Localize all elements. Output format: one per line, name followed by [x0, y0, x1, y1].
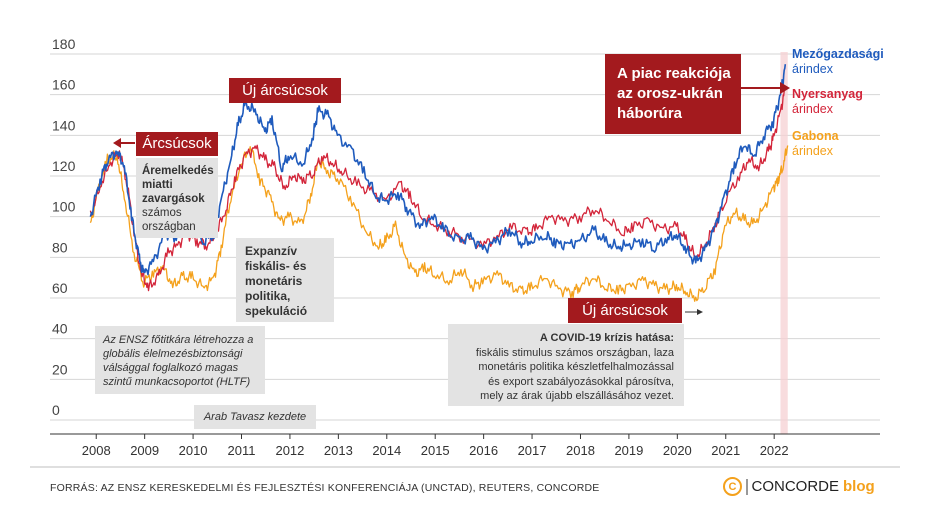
expansive-line: Expanzív	[245, 244, 298, 258]
y-tick-label-180: 180	[52, 36, 76, 52]
y-tick-label-100: 100	[52, 199, 76, 215]
source-note: FORRÁS: AZ ENSZ KERESKEDELMI ÉS FEJLESZT…	[50, 482, 600, 494]
market-reaction-line: háborúra	[617, 105, 683, 122]
legend-agri-title: Mezőgazdasági	[792, 47, 884, 61]
annotation-price-spikes: Árcsúcsok	[136, 132, 218, 156]
un-line: válsággal foglalkozó magas	[103, 362, 239, 374]
highlight-band-2022	[780, 52, 788, 434]
annotation-un-hltf: Az ENSZ főtitkára létrehozza a globális …	[95, 326, 265, 394]
riots-line: zavargások	[142, 193, 205, 205]
annotation-arab-spring: Arab Tavasz kezdete	[194, 405, 316, 429]
covid-line: és export szabályozásokkal párosítva,	[488, 375, 674, 388]
annotation-market-reaction: A piac reakciója az orosz-ukrán háborúra	[605, 54, 741, 134]
legend-grain-sub: árindex	[792, 144, 834, 158]
x-tick-label-2020: 2020	[663, 443, 692, 458]
x-tick-label-2012: 2012	[275, 443, 304, 458]
y-axis-ticks: 0 20 40 60 80 100 120 140 160 180	[52, 36, 76, 418]
concorde-logo: C CONCORDE blog	[723, 477, 875, 496]
riots-line: miatti	[142, 179, 173, 191]
y-tick-label-160: 160	[52, 77, 76, 93]
y-tick-label-0: 0	[52, 402, 60, 418]
logo-suffix: blog	[843, 478, 875, 495]
y-tick-label-20: 20	[52, 361, 68, 377]
riots-line: Áremelkedés	[142, 165, 214, 177]
annotation-riots: Áremelkedés miatti zavargások számos ors…	[136, 158, 218, 238]
market-reaction-line: az orosz-ukrán	[617, 85, 723, 102]
x-tick-label-2013: 2013	[324, 443, 353, 458]
legend-agri-sub: árindex	[792, 62, 834, 76]
covid-line: monetáris politika készletfelhalmozással	[478, 361, 674, 373]
legend-raw-sub: árindex	[792, 102, 834, 116]
x-tick-label-2017: 2017	[518, 443, 547, 458]
expansive-line: monetáris	[245, 274, 303, 288]
covid-title: A COVID-19 krízis hatása:	[539, 332, 674, 344]
x-tick-label-2008: 2008	[82, 443, 111, 458]
y-tick-label-40: 40	[52, 321, 68, 337]
riots-line: országban	[142, 221, 196, 233]
annotation-covid: A COVID-19 krízis hatása: fiskális stimu…	[448, 324, 684, 406]
legend-grain-title: Gabona	[792, 129, 840, 143]
covid-line: fiskális stimulus számos országban, laza	[475, 346, 674, 359]
annotation-new-spikes-2011: Új árcsúcsok	[229, 78, 341, 103]
x-tick-label-2015: 2015	[421, 443, 450, 458]
riots-line: számos	[142, 207, 182, 219]
market-reaction-line: A piac reakciója	[617, 65, 731, 82]
expansive-line: fiskális- és	[245, 259, 307, 273]
x-tick-label-2014: 2014	[372, 443, 401, 458]
series-line-grain	[89, 145, 789, 302]
y-tick-label-120: 120	[52, 158, 76, 174]
arrow-market-reaction	[741, 82, 790, 94]
logo-brand: CONCORDE	[751, 478, 840, 495]
x-tick-label-2009: 2009	[130, 443, 159, 458]
covid-line: mely az árak újabb elszállásához vezet.	[480, 390, 674, 402]
y-tick-label-80: 80	[52, 239, 68, 255]
y-tick-label-60: 60	[52, 280, 68, 296]
x-tick-label-2022: 2022	[760, 443, 789, 458]
expansive-line: politika,	[245, 289, 291, 303]
legend: Mezőgazdasági árindex Nyersanyag árindex…	[792, 47, 884, 158]
x-tick-label-2010: 2010	[179, 443, 208, 458]
x-tick-label-2019: 2019	[614, 443, 643, 458]
logo-separator	[746, 478, 748, 495]
arrow-price-spikes	[113, 138, 135, 148]
logo-mark: C	[723, 477, 742, 496]
expansive-line: spekuláció	[245, 304, 308, 318]
x-tick-label-2021: 2021	[711, 443, 740, 458]
arrow-new-spikes-2021	[685, 309, 703, 315]
annotation-new-spikes-2021: Új árcsúcsok	[568, 298, 682, 323]
legend-raw-title: Nyersanyag	[792, 87, 863, 101]
un-line: szintű munkacsoportot (HLTF)	[103, 376, 251, 388]
un-line: globális élelmezésbiztonsági	[103, 348, 243, 360]
x-tick-label-2016: 2016	[469, 443, 498, 458]
x-tick-label-2018: 2018	[566, 443, 595, 458]
x-axis-ticks: 2008 2009 2010 2011 2012 2013 2014 2015 2016 2017…	[82, 434, 789, 458]
un-line: Az ENSZ főtitkára létrehozza a	[103, 334, 254, 346]
y-tick-label-140: 140	[52, 117, 76, 133]
x-tick-label-2011: 2011	[228, 443, 256, 458]
annotation-expansive-policy: Expanzív fiskális- és monetáris politika…	[236, 238, 334, 322]
